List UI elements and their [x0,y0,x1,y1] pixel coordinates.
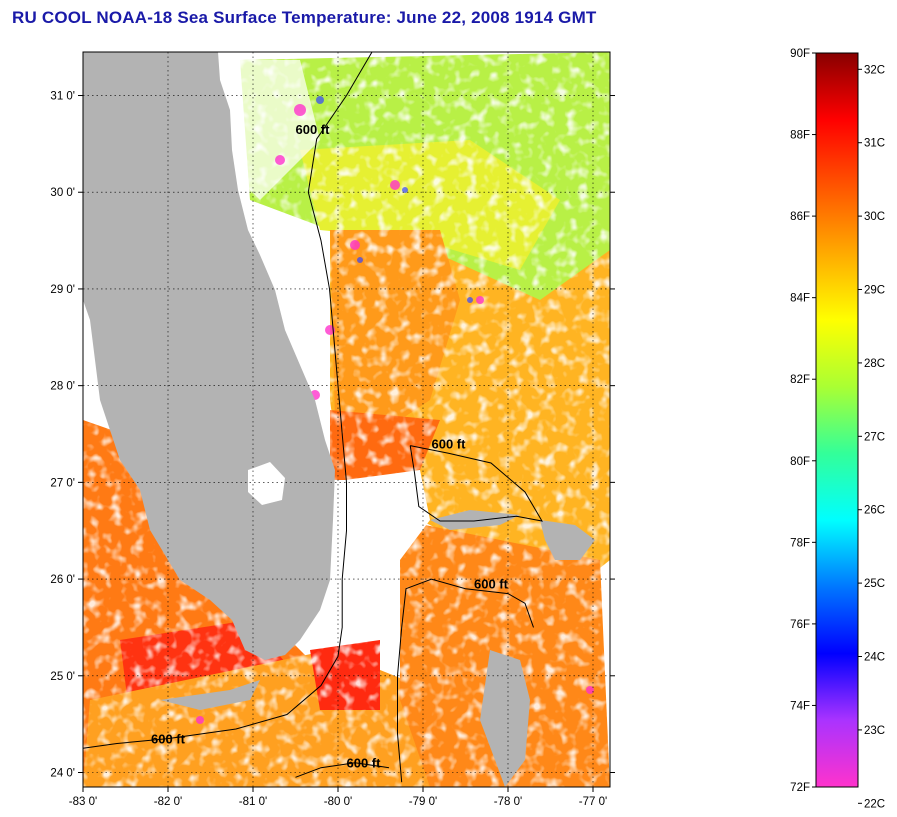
colorbar-c-label: 32C [864,64,885,76]
y-tick-label: 27 0' [50,477,75,489]
colorbar-f-label: 74F [790,700,810,712]
colorbar-c-label: 28C [864,358,885,370]
colorbar-c-label: 29C [864,285,885,297]
cloud-edge-specks [196,104,594,724]
colorbar-gradient [815,52,859,788]
cloud-edge-blue [316,96,473,303]
colorbar-f-label: 90F [790,48,810,60]
colorbar-c-label: 26C [864,505,885,517]
y-tick-label: 26 0' [50,574,75,586]
y-tick-label: 30 0' [50,187,75,199]
sst-field [83,52,610,787]
depth-contours: 600 ft 600 ft 600 ft 600 ft 600 ft [82,51,543,783]
contour-label: 600 ft [151,731,186,746]
map-grid [82,51,611,788]
y-tick-label: 24 0' [50,767,75,779]
colorbar-f-label: 72F [790,782,810,794]
colorbar: 90F 88F 86F 84F 82F 80F 78F 76F 74F 72F 32C 31C 30C 2… [790,48,885,810]
colorbar-c-label: 31C [864,138,885,150]
colorbar-c-label: 22C [864,798,885,810]
x-tick-label: -79 0' [409,796,437,808]
x-tick-label: -78 0' [494,796,522,808]
colorbar-f-label: 82F [790,374,810,386]
x-tick-label: -81 0' [239,796,267,808]
contour-600ft-line [82,51,373,749]
colorbar-c-label: 24C [864,652,885,664]
x-tick-label: -77 0' [579,796,607,808]
contour-600ft-line [397,578,534,783]
lake-okeechobee [248,462,285,505]
x-tick-label: -82 0' [154,796,182,808]
contour-600ft-line [409,445,543,522]
colorbar-f-label: 80F [790,456,810,468]
colorbar-f-label: 88F [790,130,810,142]
x-tick-label: -80 0' [324,796,352,808]
colorbar-c-label: 23C [864,725,885,737]
land-cuba-keys [160,680,260,710]
colorbar-c-label: 27C [864,431,885,443]
land-florida [83,52,335,660]
colorbar-f-label: 84F [790,293,810,305]
map-frame [82,51,611,788]
cloud-region-north [240,60,320,200]
contour-600ft-line [295,762,390,778]
contour-label: 600 ft [296,122,331,137]
colorbar-c-label: 25C [864,578,885,590]
y-tick-label: 31 0' [50,91,75,103]
land-grand-bahama [430,510,520,530]
colorbar-f-label: 86F [790,211,810,223]
y-tick-label: 25 0' [50,671,75,683]
colorbar-c-label: 30C [864,211,885,223]
axis-ticks: -83 0' -82 0' -81 0' -80 0' -79 0' -78 0' -77 … [50,91,615,808]
colorbar-f-label: 76F [790,619,810,631]
contour-label: 600 ft [474,577,509,592]
land-andros [480,650,530,787]
colorbar-f-label: 78F [790,537,810,549]
x-tick-label: -83 0' [69,796,97,808]
map-title: RU COOL NOAA-18 Sea Surface Temperature:… [12,8,597,27]
contour-label: 600 ft [347,756,382,771]
y-tick-label: 29 0' [50,284,75,296]
land-abaco [540,520,595,560]
cloud-region-east [345,470,430,600]
y-tick-label: 28 0' [50,381,75,393]
contour-label: 600 ft [432,437,467,452]
